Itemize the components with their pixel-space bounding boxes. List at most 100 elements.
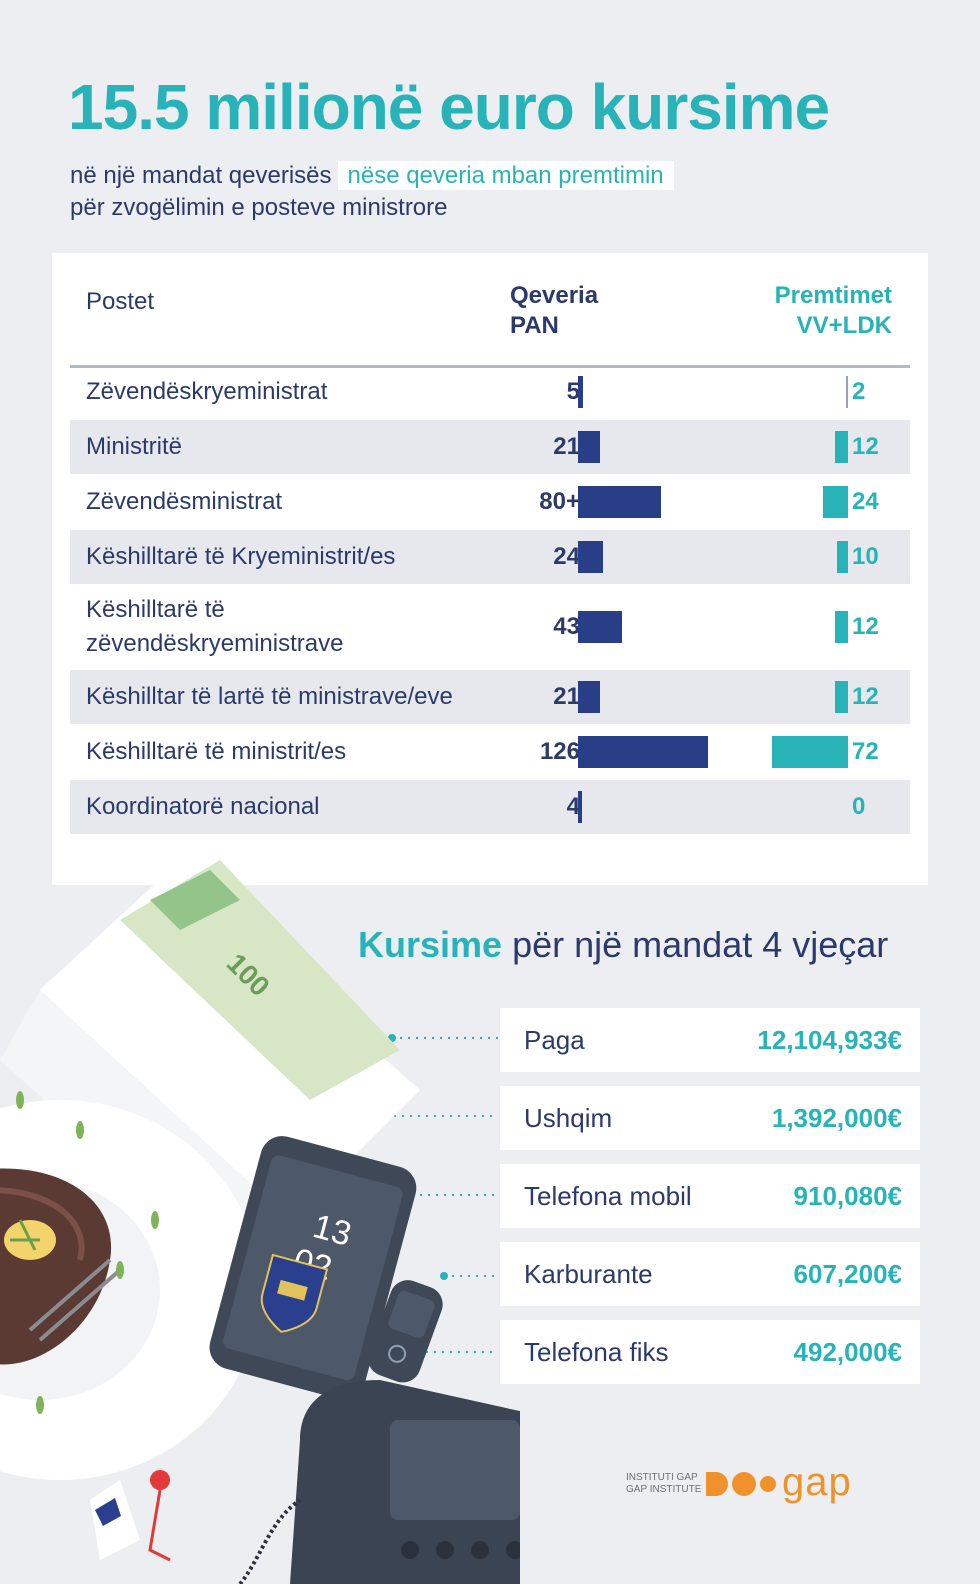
savings-label: Ushqim bbox=[524, 1102, 613, 1133]
subtitle-highlight: nëse qeveria mban premtimin bbox=[337, 161, 674, 190]
column-header-pan-line-2: PAN bbox=[510, 312, 559, 339]
pan-bar bbox=[578, 611, 623, 643]
promise-value: 0 bbox=[852, 793, 866, 820]
table-row: Zëvendëskryeministrat 5 2 bbox=[70, 365, 910, 420]
table-body: Zëvendëskryeministrat 5 2 Ministritë 21 12 Zëv… bbox=[70, 365, 910, 835]
pan-bar bbox=[578, 431, 600, 463]
page-title: 15.5 milionë euro kursime bbox=[68, 71, 830, 143]
pan-bar bbox=[578, 541, 603, 573]
promise-bar bbox=[845, 376, 848, 408]
pan-value: 21 bbox=[553, 683, 580, 710]
row-label-line: Këshilltarë të bbox=[86, 596, 225, 623]
promise-bar bbox=[772, 736, 848, 768]
pan-value: 5 bbox=[566, 378, 580, 405]
table-row: Këshilltar të lartë të ministrave/eve 21 1… bbox=[70, 670, 910, 725]
savings-title-rest: për një mandat 4 vjeçar bbox=[502, 924, 889, 965]
row-label: Ministritë bbox=[86, 420, 506, 474]
column-header-pan-line-1: Qeveria bbox=[510, 282, 599, 309]
savings-item-paga: Paga 12,104,933€ bbox=[500, 1008, 920, 1072]
promise-value: 12 bbox=[852, 613, 879, 640]
pan-value: 126 bbox=[539, 738, 580, 765]
savings-title: Kursime për një mandat 4 vjeçar bbox=[358, 924, 888, 966]
column-header-promise: Premtimet VV+LDK bbox=[775, 281, 892, 341]
promise-value: 2 bbox=[852, 378, 866, 405]
column-header-promise-line-1: Premtimet bbox=[774, 282, 892, 309]
savings-amount: 1,392,000€ bbox=[771, 1102, 902, 1133]
row-label-line: Zëvendëskryeministrat bbox=[86, 378, 328, 405]
pan-bar bbox=[578, 376, 584, 408]
promise-value: 24 bbox=[852, 488, 879, 515]
table-header: Postet Qeveria PAN Premtimet VV+LDK bbox=[70, 253, 910, 368]
savings-label: Telefona mobil bbox=[524, 1180, 692, 1211]
savings-label: Paga bbox=[524, 1024, 585, 1055]
pan-value: 80+ bbox=[539, 488, 580, 515]
desk-phone-icon bbox=[238, 1380, 520, 1584]
subtitle: në një mandat qeverisës nëse qeveria mban… bbox=[70, 160, 674, 224]
savings-amount: 12,104,933€ bbox=[757, 1024, 902, 1055]
row-label-line: Këshilltar të lartë të ministrave/eve bbox=[86, 683, 453, 710]
row-label: Zëvendëskryeministrat bbox=[86, 365, 506, 419]
pan-bar bbox=[578, 681, 600, 713]
promise-bar bbox=[835, 431, 848, 463]
logo-line-1: INSTITUTI GAP bbox=[626, 1472, 698, 1483]
table-row: Këshilltarë të zëvendëskryeministrave 43 12 bbox=[70, 585, 910, 670]
promise-bar bbox=[835, 681, 848, 713]
row-label-line: Koordinatorë nacional bbox=[86, 793, 320, 820]
savings-item-telefona-fiks: Telefona fiks 492,000€ bbox=[500, 1320, 920, 1384]
savings-amount: 607,200€ bbox=[793, 1258, 902, 1289]
car-key-icon bbox=[367, 1280, 443, 1383]
row-label: Këshilltar të lartë të ministrave/eve bbox=[86, 670, 506, 724]
row-label-line: zëvendëskryeministrave bbox=[86, 630, 344, 657]
plate-icon bbox=[0, 1091, 260, 1480]
row-label: Këshilltarë të zëvendëskryeministrave bbox=[86, 585, 506, 669]
savings-label: Karburante bbox=[524, 1258, 653, 1289]
promise-value: 12 bbox=[852, 683, 879, 710]
smartphone-icon: 13 02 bbox=[209, 1136, 417, 1400]
salt-shaker-icon bbox=[90, 1470, 171, 1562]
pan-bar bbox=[578, 736, 708, 768]
logo-name: gap bbox=[782, 1460, 852, 1504]
row-label-line: Ministritë bbox=[86, 433, 183, 460]
logo-text: INSTITUTI GAP GAP INSTITUTE bbox=[626, 1472, 701, 1496]
promise-value: 10 bbox=[852, 543, 879, 570]
promise-value: 72 bbox=[852, 738, 879, 765]
row-label-line: Zëvendësministrat bbox=[86, 488, 283, 515]
column-header-promise-line-2: VV+LDK bbox=[796, 312, 892, 339]
savings-item-karburante: Karburante 607,200€ bbox=[500, 1242, 920, 1306]
row-label: Këshilltarë të ministrit/es bbox=[86, 725, 506, 779]
column-header-postet: Postet bbox=[86, 288, 155, 315]
table-row: Ministritë 21 12 bbox=[70, 420, 910, 475]
table-row: Këshilltarë të Kryeministrit/es 24 10 bbox=[70, 530, 910, 585]
pan-bar bbox=[578, 791, 583, 823]
logo-mark-icon bbox=[706, 1472, 776, 1496]
promise-bar bbox=[822, 486, 848, 518]
row-label: Këshilltarë të Kryeministrit/es bbox=[86, 530, 506, 584]
promise-value: 12 bbox=[852, 433, 879, 460]
savings-amount: 910,080€ bbox=[793, 1180, 902, 1211]
illustration: 100 13 02 bbox=[0, 860, 520, 1584]
promise-bar bbox=[835, 611, 848, 643]
table-row: Këshilltarë të ministrit/es 126 72 bbox=[70, 725, 910, 780]
savings-item-telefona-mobil: Telefona mobil 910,080€ bbox=[500, 1164, 920, 1228]
column-header-pan: Qeveria PAN bbox=[510, 281, 598, 341]
row-label-line: Këshilltarë të Kryeministrit/es bbox=[86, 543, 396, 570]
pan-bar bbox=[578, 486, 661, 518]
table-row: Zëvendësministrat 80+ 24 bbox=[70, 475, 910, 530]
savings-title-bold: Kursime bbox=[358, 924, 503, 965]
row-label-line: Këshilltarë të ministrit/es bbox=[86, 738, 347, 765]
savings-label: Telefona fiks bbox=[524, 1336, 669, 1367]
pan-value: 43 bbox=[553, 613, 580, 640]
pan-value: 21 bbox=[553, 433, 580, 460]
row-label: Koordinatorë nacional bbox=[86, 780, 506, 834]
pan-value: 24 bbox=[553, 543, 580, 570]
pan-value: 4 bbox=[566, 793, 580, 820]
positions-table: Postet Qeveria PAN Premtimet VV+LDK Zëve… bbox=[52, 253, 928, 885]
savings-amount: 492,000€ bbox=[793, 1336, 902, 1367]
logo-line-2: GAP INSTITUTE bbox=[626, 1484, 702, 1495]
gap-institute-logo: INSTITUTI GAP GAP INSTITUTE gap bbox=[626, 1460, 916, 1510]
promise-bar bbox=[837, 541, 848, 573]
table-row: Koordinatorë nacional 4 0 bbox=[70, 780, 910, 835]
subtitle-line-2: për zvogëlimin e posteve ministrore bbox=[70, 194, 448, 221]
row-label: Zëvendësministrat bbox=[86, 475, 506, 529]
savings-item-ushqim: Ushqim 1,392,000€ bbox=[500, 1086, 920, 1150]
